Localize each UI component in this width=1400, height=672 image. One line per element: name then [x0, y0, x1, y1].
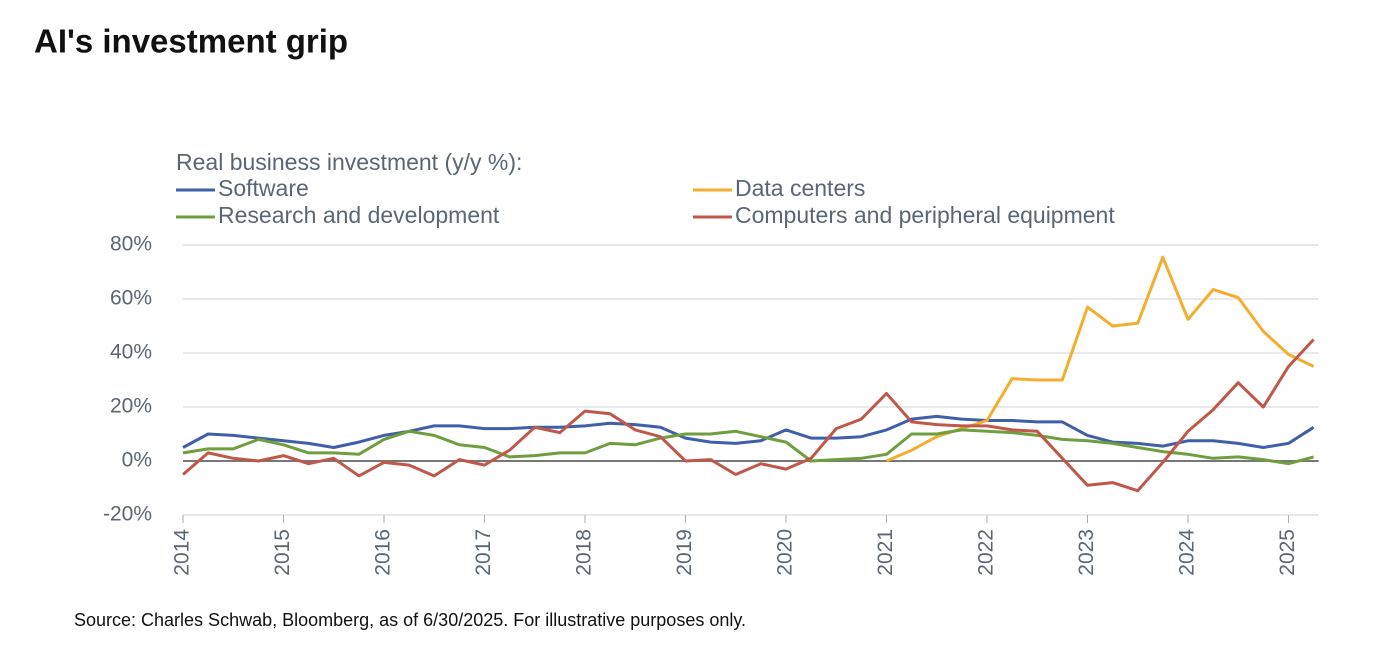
legend-title: Real business investment (y/y %):	[176, 149, 522, 175]
x-tick-label: 2022	[975, 529, 998, 576]
y-tick-label: 40%	[110, 341, 152, 364]
source-note: Source: Charles Schwab, Bloomberg, as of…	[74, 610, 746, 630]
y-tick-label: 60%	[110, 287, 152, 310]
legend-label: Software	[218, 175, 309, 201]
x-tick-label: 2021	[874, 529, 897, 576]
y-tick-label: -20%	[103, 503, 152, 526]
x-tick-label: 2018	[573, 529, 596, 576]
x-tick-label: 2020	[774, 529, 797, 576]
series-line	[182, 338, 1315, 493]
x-tick-label: 2015	[271, 529, 294, 576]
x-tick-label: 2017	[472, 529, 495, 576]
y-tick-label: 20%	[110, 395, 152, 418]
x-tick-label: 2016	[372, 529, 395, 576]
series-line	[182, 414, 1315, 449]
legend-label: Research and development	[218, 202, 500, 228]
legend-label: Data centers	[735, 175, 865, 201]
y-tick-label: 0%	[122, 449, 152, 472]
x-tick-label: 2019	[673, 529, 696, 576]
x-tick-label: 2023	[1075, 529, 1098, 576]
series-line	[182, 428, 1314, 466]
x-tick-label: 2024	[1176, 529, 1199, 576]
y-tick-label: 80%	[110, 233, 152, 256]
legend-label: Computers and peripheral equipment	[735, 202, 1115, 228]
x-tick-label: 2014	[171, 529, 194, 576]
x-tick-label: 2025	[1276, 529, 1299, 576]
chart-title: AI's investment grip	[34, 23, 348, 60]
